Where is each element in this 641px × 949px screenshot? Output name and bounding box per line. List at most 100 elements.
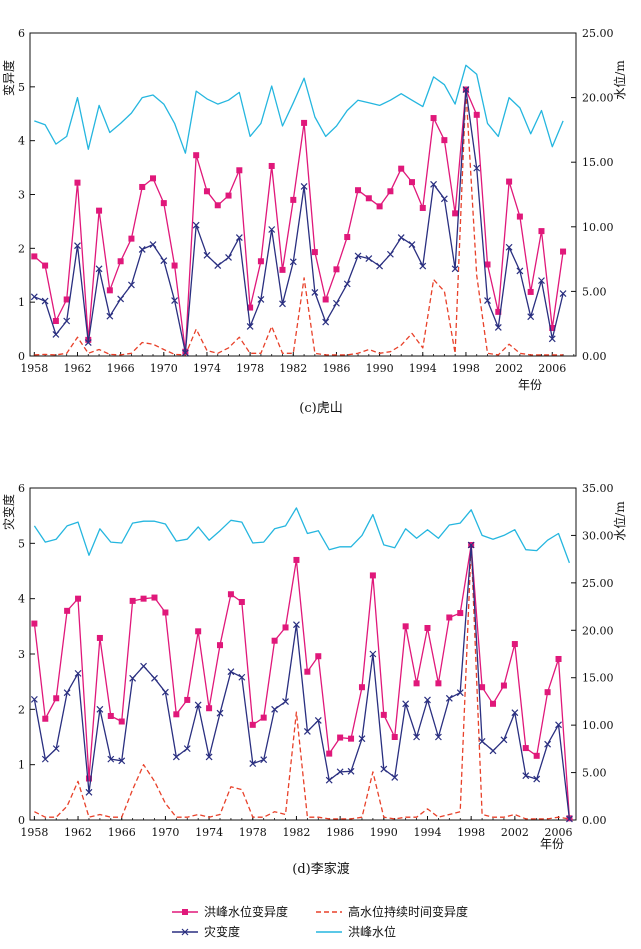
data-point-variability [247,304,254,311]
data-point-variability [315,653,322,660]
x-tick-label: 1958 [20,362,48,375]
data-point-variability [42,262,49,269]
data-point-variability [184,696,191,703]
data-point-disaster [505,243,513,251]
x-tick-label: 1990 [370,826,398,839]
data-point-disaster [314,716,322,724]
data-point-variability [290,196,297,203]
data-point-disaster [424,696,431,704]
data-point-variability [195,628,202,635]
x-tick-label: 1970 [150,362,178,375]
y-left-tick-label: 0 [18,350,25,363]
data-point-disaster [376,262,384,270]
data-point-disaster [478,738,486,745]
series-line-duration [34,88,564,356]
y-left-axis-label: 变异度 [1,60,16,96]
data-point-disaster [30,293,38,301]
data-point-variability [348,735,355,742]
legend-label-disaster: 灾变度 [204,924,240,939]
chart-panel-0: 0 1 2 3 4 5 6 0.00 5.00 10.00 15.00 20.00 25.00 1958 1… [1,27,627,416]
data-point-disaster [500,736,508,744]
data-point-disaster [386,250,394,258]
data-point-variability [457,610,464,617]
data-point-variability [495,308,502,315]
data-point-disaster [365,255,373,262]
data-point-disaster [555,721,562,729]
data-point-disaster [183,745,191,753]
y-right-tick-label: 0.00 [582,814,607,827]
legend-marker-disaster [181,928,189,936]
data-point-disaster [358,735,366,743]
data-point-disaster [533,775,541,783]
x-tick-label: 1982 [282,826,310,839]
y-right-axis-label: 水位/m [612,60,627,100]
data-point-variability [85,775,92,782]
data-point-variability [337,734,344,741]
y-right-tick-label: 35.00 [582,482,614,495]
y-right-tick-label: 20.00 [582,92,614,105]
y-left-tick-label: 6 [18,27,25,40]
data-point-variability [42,715,49,722]
data-point-disaster [293,621,300,629]
data-point-variability [402,623,409,630]
data-point-variability [53,695,60,702]
data-point-disaster [473,164,481,172]
x-tick-label: 1966 [108,826,136,839]
data-point-disaster [172,753,180,761]
data-point-variability [398,165,405,172]
data-point-disaster [516,267,524,275]
x-tick-label: 1994 [413,826,441,839]
data-point-disaster [268,226,276,233]
y-left-tick-label: 4 [18,593,25,606]
data-point-disaster [467,541,475,549]
data-point-variability [173,711,180,718]
x-tick-label: 1990 [366,362,394,375]
data-point-disaster [235,234,243,241]
y-right-axis-label: 水位/m [612,501,627,541]
data-point-disaster [260,756,268,764]
data-point-disaster [30,695,38,703]
data-point-variability [150,175,157,182]
y-right-tick-label: 0.00 [582,350,607,363]
x-tick-label: 1974 [195,826,223,839]
data-point-disaster [440,195,448,203]
x-tick-label: 2002 [495,362,523,375]
data-point-variability [52,318,59,325]
legend-label-variability: 洪峰水位变异度 [204,904,288,919]
data-point-disaster [95,265,103,273]
data-point-disaster [325,776,333,784]
data-point-variability [522,745,529,752]
data-point-disaster [63,317,71,325]
data-point-variability [63,296,70,303]
chart-caption: (c)虎山 [299,401,342,416]
y-right-tick-label: 5.00 [582,767,607,780]
series-line-peak_level [33,507,571,564]
x-tick-label: 1970 [151,826,179,839]
data-point-disaster [140,662,147,670]
data-point-disaster [311,289,319,296]
data-point-variability [527,288,534,295]
data-point-variability [355,187,362,194]
data-point-variability [424,624,431,631]
data-point-variability [249,721,256,728]
data-point-variability [140,595,147,602]
data-point-disaster [161,688,169,696]
y-left-tick-label: 5 [18,81,25,94]
data-point-variability [511,641,518,648]
data-point-variability [430,115,437,122]
data-point-variability [128,235,135,242]
data-point-disaster [566,815,573,823]
data-point-variability [236,167,243,174]
data-point-disaster [544,740,552,748]
y-left-tick-label: 5 [18,537,25,550]
data-point-variability [238,598,245,605]
y-right-tick-label: 20.00 [582,624,614,637]
x-tick-label: 1966 [107,362,135,375]
data-point-disaster [107,755,115,763]
data-point-disaster [408,241,416,248]
data-point-variability [118,718,125,725]
data-point-variability [387,188,394,195]
data-point-disaster [171,297,179,304]
data-point-disaster [559,290,567,297]
